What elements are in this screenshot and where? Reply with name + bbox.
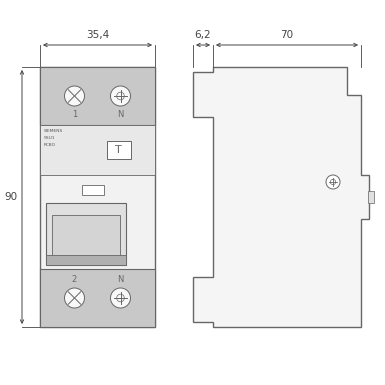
Text: 70: 70 [280,30,293,40]
Text: 90: 90 [4,192,17,202]
Bar [52,215,120,259]
Circle shape [110,288,131,308]
Text: N: N [117,110,124,119]
Text: SIEMENS: SIEMENS [44,129,63,133]
Text: 35,4: 35,4 [86,30,109,40]
Circle shape [65,288,84,308]
Text: T: T [116,145,122,155]
Polygon shape [193,67,369,327]
Bar [40,125,155,176]
Bar [46,203,126,265]
Text: 2: 2 [72,275,77,284]
Text: 5SU1: 5SU1 [44,136,55,140]
Text: RCBO: RCBO [44,143,56,147]
Circle shape [110,86,131,106]
Text: 1: 1 [72,110,77,119]
Bar [40,67,155,125]
Bar [107,141,131,159]
Text: N: N [117,275,124,284]
Circle shape [326,175,340,189]
Bar [40,67,155,327]
Bar [368,191,374,203]
Text: 6,2: 6,2 [195,30,211,40]
Bar [40,269,155,327]
Bar [82,186,104,196]
Circle shape [65,86,84,106]
Bar [46,255,126,265]
